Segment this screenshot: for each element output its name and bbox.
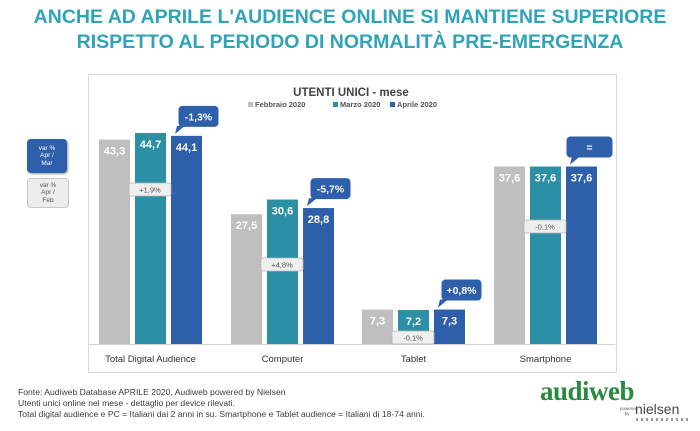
bar	[135, 133, 166, 344]
var-apr-feb-label: +4,8%	[271, 261, 293, 270]
bar-value-label: 28,8	[308, 214, 329, 226]
legend-var-apr-mar-line: Apr /	[40, 152, 54, 160]
bar	[530, 166, 561, 344]
legend-label: Marzo 2020	[340, 100, 380, 109]
var-apr-mar-callout	[178, 105, 219, 127]
legend-var-apr-mar: var % Apr / Mar	[27, 139, 67, 173]
var-apr-feb-callout	[128, 182, 172, 197]
bar	[99, 139, 130, 344]
bar-value-label: 37,6	[535, 173, 556, 185]
legend-label: Aprile 2020	[397, 100, 437, 109]
page-title-line-1: ANCHE AD APRILE L'AUDIENCE ONLINE SI MAN…	[33, 6, 667, 28]
bar-value-label: 30,6	[272, 206, 293, 218]
audiweb-logo: audiweb powered by nielsen	[540, 374, 690, 424]
var-apr-feb-label: -0,1%	[403, 334, 423, 343]
bar-value-label: 44,1	[176, 142, 197, 154]
chart-title: UTENTI UNICI - mese	[293, 87, 409, 99]
callout-pointer	[570, 156, 580, 165]
var-apr-mar-callout	[310, 178, 351, 200]
bar-value-label: 44,7	[140, 139, 161, 151]
footnote-description: Utenti unici online nel mese - dettaglio…	[18, 398, 235, 408]
audiweb-logo-text: audiweb	[540, 376, 635, 406]
legend-var-apr-feb: var % Apr / Feb	[27, 178, 69, 208]
var-apr-feb-callout	[391, 330, 435, 345]
legend-swatch	[390, 102, 395, 107]
nielsen-logo-text: nielsen	[635, 401, 680, 417]
legend-var-apr-mar-line: Mar	[41, 159, 53, 167]
bar	[494, 166, 525, 344]
legend-var-apr-feb-line: Apr /	[41, 189, 55, 197]
bar-value-label: 37,6	[571, 173, 592, 185]
callout-pointer	[307, 198, 317, 207]
bar-value-label: 37,6	[499, 173, 520, 185]
bar	[434, 309, 465, 344]
footnote-audience: Total digital audience e PC = Italiani d…	[18, 409, 425, 419]
bar-value-label: 7,3	[370, 316, 385, 328]
var-apr-feb-callout	[523, 219, 567, 234]
legend-swatch	[248, 102, 253, 107]
bar-value-label: 43,3	[104, 146, 125, 158]
var-apr-feb-label: -0,1%	[535, 223, 555, 232]
bar	[362, 309, 393, 344]
footnote-source: Fonte: Audiweb Database APRILE 2020, Aud…	[18, 387, 286, 397]
bar	[267, 199, 298, 344]
callout-pointer	[438, 299, 448, 308]
legend-var-apr-mar-line: var %	[38, 144, 56, 152]
bar-value-label: 7,2	[406, 316, 421, 328]
logo-powered-by: powered by	[620, 406, 638, 416]
var-apr-feb-label: +1,9%	[139, 186, 161, 195]
bar	[231, 214, 262, 344]
var-apr-mar-label: -5,7%	[317, 184, 345, 196]
x-tick-label: Total Digital Audience	[105, 354, 196, 365]
x-tick-label: Smartphone	[520, 354, 572, 365]
bar-value-label: 7,3	[442, 316, 457, 328]
legend-label: Febbraio 2020	[255, 100, 305, 109]
var-apr-mar-callout	[566, 136, 613, 158]
logo-dots	[636, 418, 688, 421]
var-apr-mar-callout	[441, 279, 482, 301]
bar	[303, 208, 334, 344]
var-apr-mar-label: +0,8%	[446, 285, 477, 297]
page-title-line-2: RISPETTO AL PERIODO DI NORMALITÀ PRE-EME…	[76, 31, 624, 53]
var-apr-mar-label: -1,3%	[185, 111, 213, 123]
bar	[566, 166, 597, 344]
bar	[171, 135, 202, 344]
x-tick-label: Tablet	[401, 354, 427, 365]
bar-value-label: 27,5	[236, 220, 257, 232]
legend-var-apr-feb-line: Feb	[42, 196, 54, 204]
legend-swatch	[333, 102, 338, 107]
callout-pointer	[175, 125, 185, 134]
var-apr-mar-label: =	[586, 142, 592, 154]
var-apr-feb-callout	[260, 257, 304, 272]
x-tick-label: Computer	[262, 354, 304, 365]
legend-var-apr-feb-line: var %	[39, 181, 57, 189]
